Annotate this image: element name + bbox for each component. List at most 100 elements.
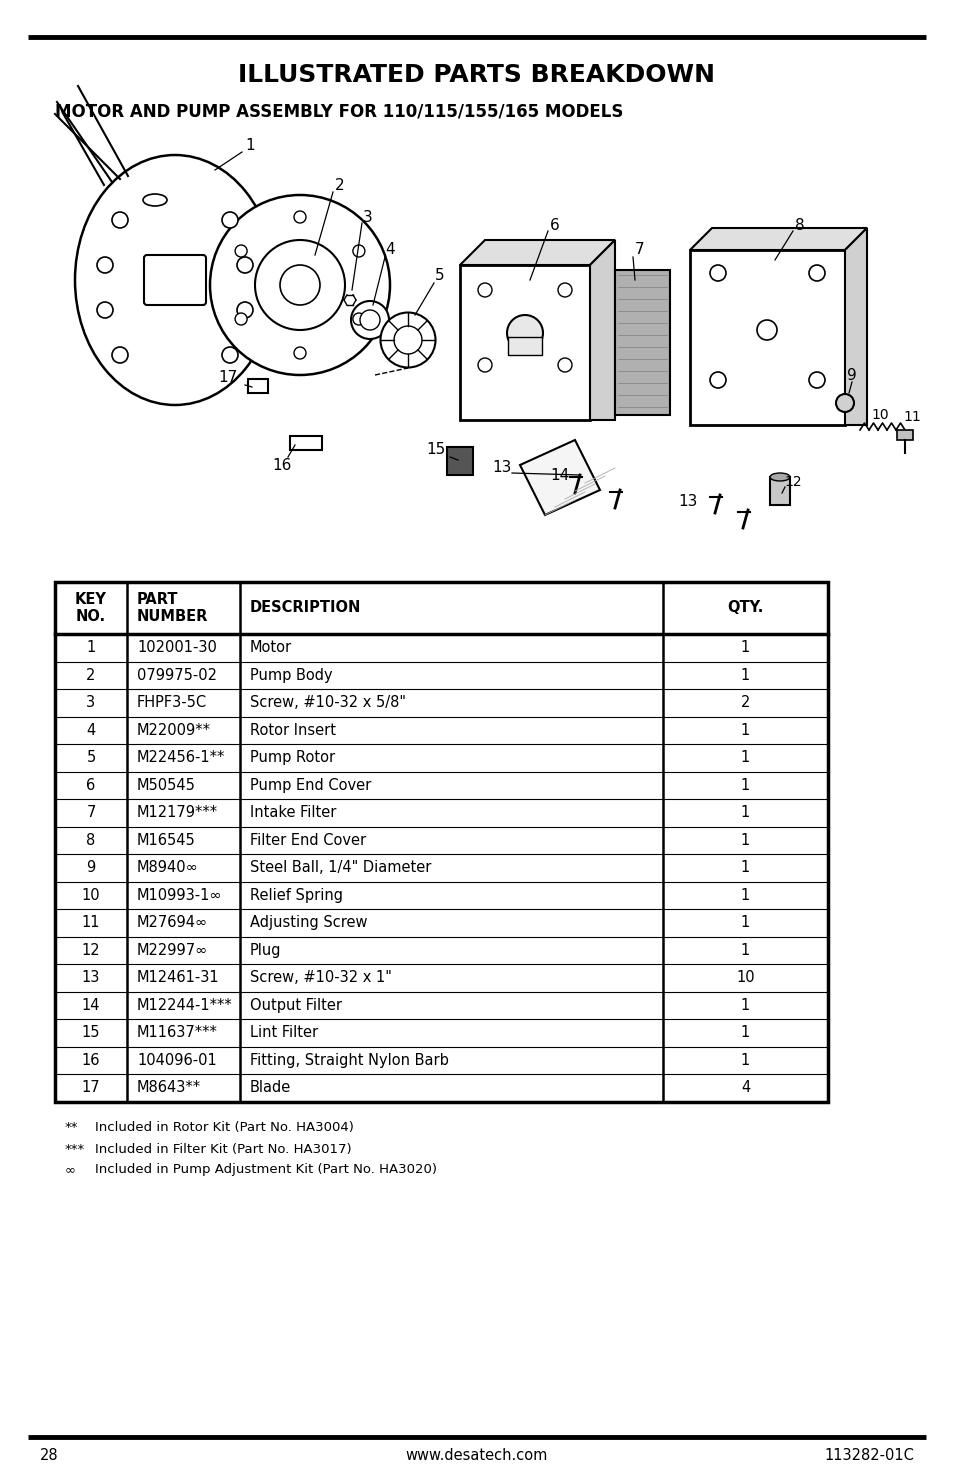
Ellipse shape [380,313,435,367]
Circle shape [808,266,824,282]
Text: 4: 4 [740,1080,749,1096]
Text: www.desatech.com: www.desatech.com [405,1447,548,1463]
Bar [896,431,912,440]
Text: 1: 1 [740,805,749,820]
Text: M8940∞: M8940∞ [137,860,198,875]
Text: 12: 12 [783,475,801,490]
Text: 2: 2 [740,695,749,711]
Text: Screw, #10-32 x 5/8": Screw, #10-32 x 5/8" [250,695,406,711]
Text: 102001-30: 102001-30 [137,640,216,655]
Text: 1: 1 [740,943,749,957]
Ellipse shape [254,240,345,330]
Bar [459,266,589,420]
FancyBboxPatch shape [144,255,206,305]
Text: 1: 1 [740,1053,749,1068]
Text: M12244-1***: M12244-1*** [137,997,233,1013]
Circle shape [294,347,306,358]
Text: 9: 9 [846,367,856,382]
Text: 5: 5 [435,267,444,283]
Text: Intake Filter: Intake Filter [250,805,336,820]
Circle shape [477,283,492,296]
Text: 1: 1 [740,916,749,931]
Ellipse shape [394,326,421,354]
Text: M50545: M50545 [137,777,195,792]
Text: MOTOR AND PUMP ASSEMBLY FOR 110/115/155/165 MODELS: MOTOR AND PUMP ASSEMBLY FOR 110/115/155/… [55,103,622,121]
Text: 113282-01C: 113282-01C [823,1447,913,1463]
Ellipse shape [75,155,274,406]
Bar [248,379,268,392]
Text: Included in Pump Adjustment Kit (Part No. HA3020): Included in Pump Adjustment Kit (Part No… [95,1164,436,1177]
Text: 14: 14 [550,468,569,482]
Ellipse shape [210,195,390,375]
Circle shape [353,313,364,324]
Text: 2: 2 [335,177,344,193]
Text: QTY.: QTY. [726,600,763,615]
Text: Relief Spring: Relief Spring [250,888,343,903]
Text: Rotor Insert: Rotor Insert [250,723,335,738]
Circle shape [709,372,725,388]
Text: 1: 1 [245,137,254,152]
Text: 1: 1 [740,723,749,738]
Text: Included in Rotor Kit (Part No. HA3004): Included in Rotor Kit (Part No. HA3004) [95,1121,354,1134]
Ellipse shape [112,212,128,229]
Polygon shape [459,240,615,266]
Ellipse shape [222,212,237,229]
Text: Blade: Blade [250,1080,291,1096]
Text: Steel Ball, 1/4" Diameter: Steel Ball, 1/4" Diameter [250,860,431,875]
Text: 104096-01: 104096-01 [137,1053,216,1068]
Text: 6: 6 [87,777,95,792]
Text: ***: *** [65,1143,85,1155]
Text: 11: 11 [82,916,100,931]
Text: ∞: ∞ [65,1164,76,1177]
Text: 8: 8 [795,217,804,233]
Text: Screw, #10-32 x 1": Screw, #10-32 x 1" [250,971,392,985]
Text: 1: 1 [740,860,749,875]
Text: 7: 7 [86,805,95,820]
Text: M11637***: M11637*** [137,1025,217,1040]
Text: KEY
NO.: KEY NO. [75,591,107,624]
Text: Pump Rotor: Pump Rotor [250,751,335,766]
Circle shape [709,266,725,282]
Circle shape [558,358,572,372]
Text: Adjusting Screw: Adjusting Screw [250,916,367,931]
Text: M22997∞: M22997∞ [137,943,208,957]
Text: 16: 16 [82,1053,100,1068]
Text: 16: 16 [272,457,292,472]
Circle shape [234,313,247,324]
Text: 4: 4 [385,242,395,258]
Bar [55,583,827,1102]
Text: PART
NUMBER: PART NUMBER [137,591,208,624]
Bar [447,447,473,475]
Text: 15: 15 [82,1025,100,1040]
Text: 1: 1 [740,833,749,848]
Text: Lint Filter: Lint Filter [250,1025,317,1040]
Ellipse shape [280,266,319,305]
Text: DESCRIPTION: DESCRIPTION [250,600,361,615]
Text: Output Filter: Output Filter [250,997,341,1013]
Circle shape [234,245,247,257]
Bar [769,476,789,504]
Text: 11: 11 [902,410,920,423]
Text: M27694∞: M27694∞ [137,916,208,931]
Bar [689,249,844,425]
Circle shape [506,316,542,351]
Polygon shape [519,440,599,515]
Text: 17: 17 [82,1080,100,1096]
Text: 2: 2 [86,668,95,683]
Circle shape [558,283,572,296]
Text: FHPF3-5C: FHPF3-5C [137,695,207,711]
Text: 13: 13 [82,971,100,985]
Ellipse shape [112,347,128,363]
Ellipse shape [236,302,253,319]
Ellipse shape [351,301,389,339]
Text: 13: 13 [678,494,697,509]
Circle shape [835,394,853,412]
Polygon shape [589,240,615,420]
Ellipse shape [143,195,167,207]
Circle shape [757,320,776,341]
Circle shape [808,372,824,388]
Text: 12: 12 [82,943,100,957]
Text: Pump Body: Pump Body [250,668,333,683]
Text: 1: 1 [740,888,749,903]
Bar [507,336,541,355]
